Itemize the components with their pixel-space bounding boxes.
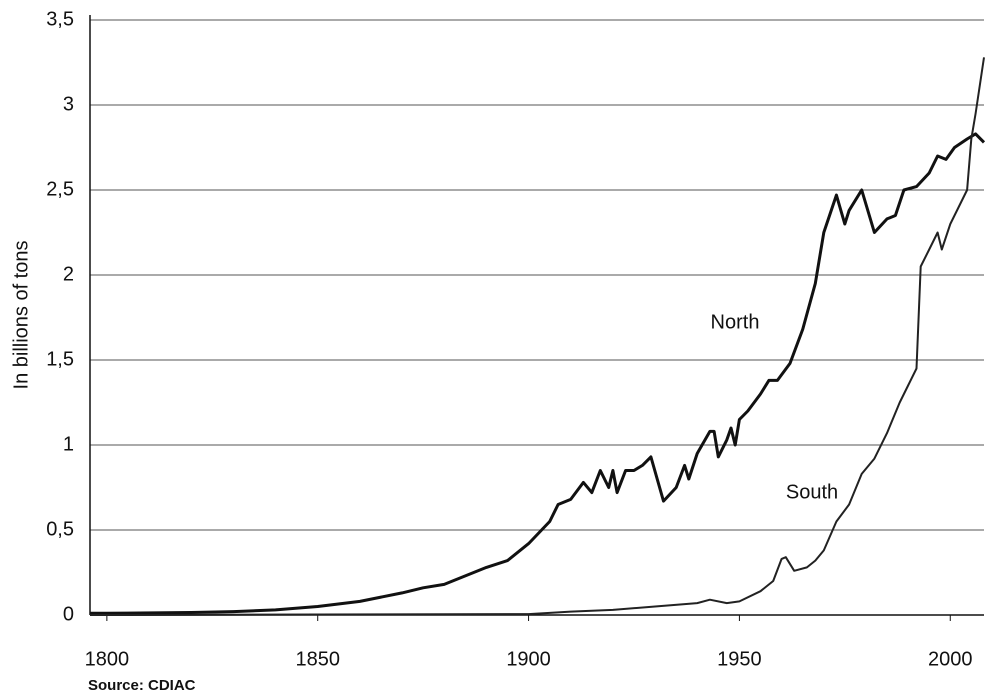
y-tick-label: 2 (63, 263, 74, 285)
y-tick-label: 2,5 (46, 178, 74, 200)
y-tick-label: 0 (63, 603, 74, 625)
y-tick-label: 0,5 (46, 518, 74, 540)
y-tick-label: 3 (63, 93, 74, 115)
x-tick-label: 1950 (717, 648, 762, 670)
annotation: North (711, 311, 760, 333)
source: Source: CDIAC (88, 677, 196, 694)
x-tick-label: 1850 (295, 648, 340, 670)
x-tick-label: 1900 (506, 648, 551, 670)
x-tick-label: 2000 (928, 648, 973, 670)
line-1 (90, 57, 985, 616)
y-axis-label: In billions of tons (10, 241, 32, 390)
x-tick-label: 1800 (85, 648, 130, 670)
y-tick-label: 1,5 (46, 348, 74, 370)
y-tick-label: 1 (63, 433, 74, 455)
y-tick-label: 3,5 (46, 8, 74, 30)
line-0 (90, 132, 985, 615)
annotation: South (786, 481, 838, 503)
